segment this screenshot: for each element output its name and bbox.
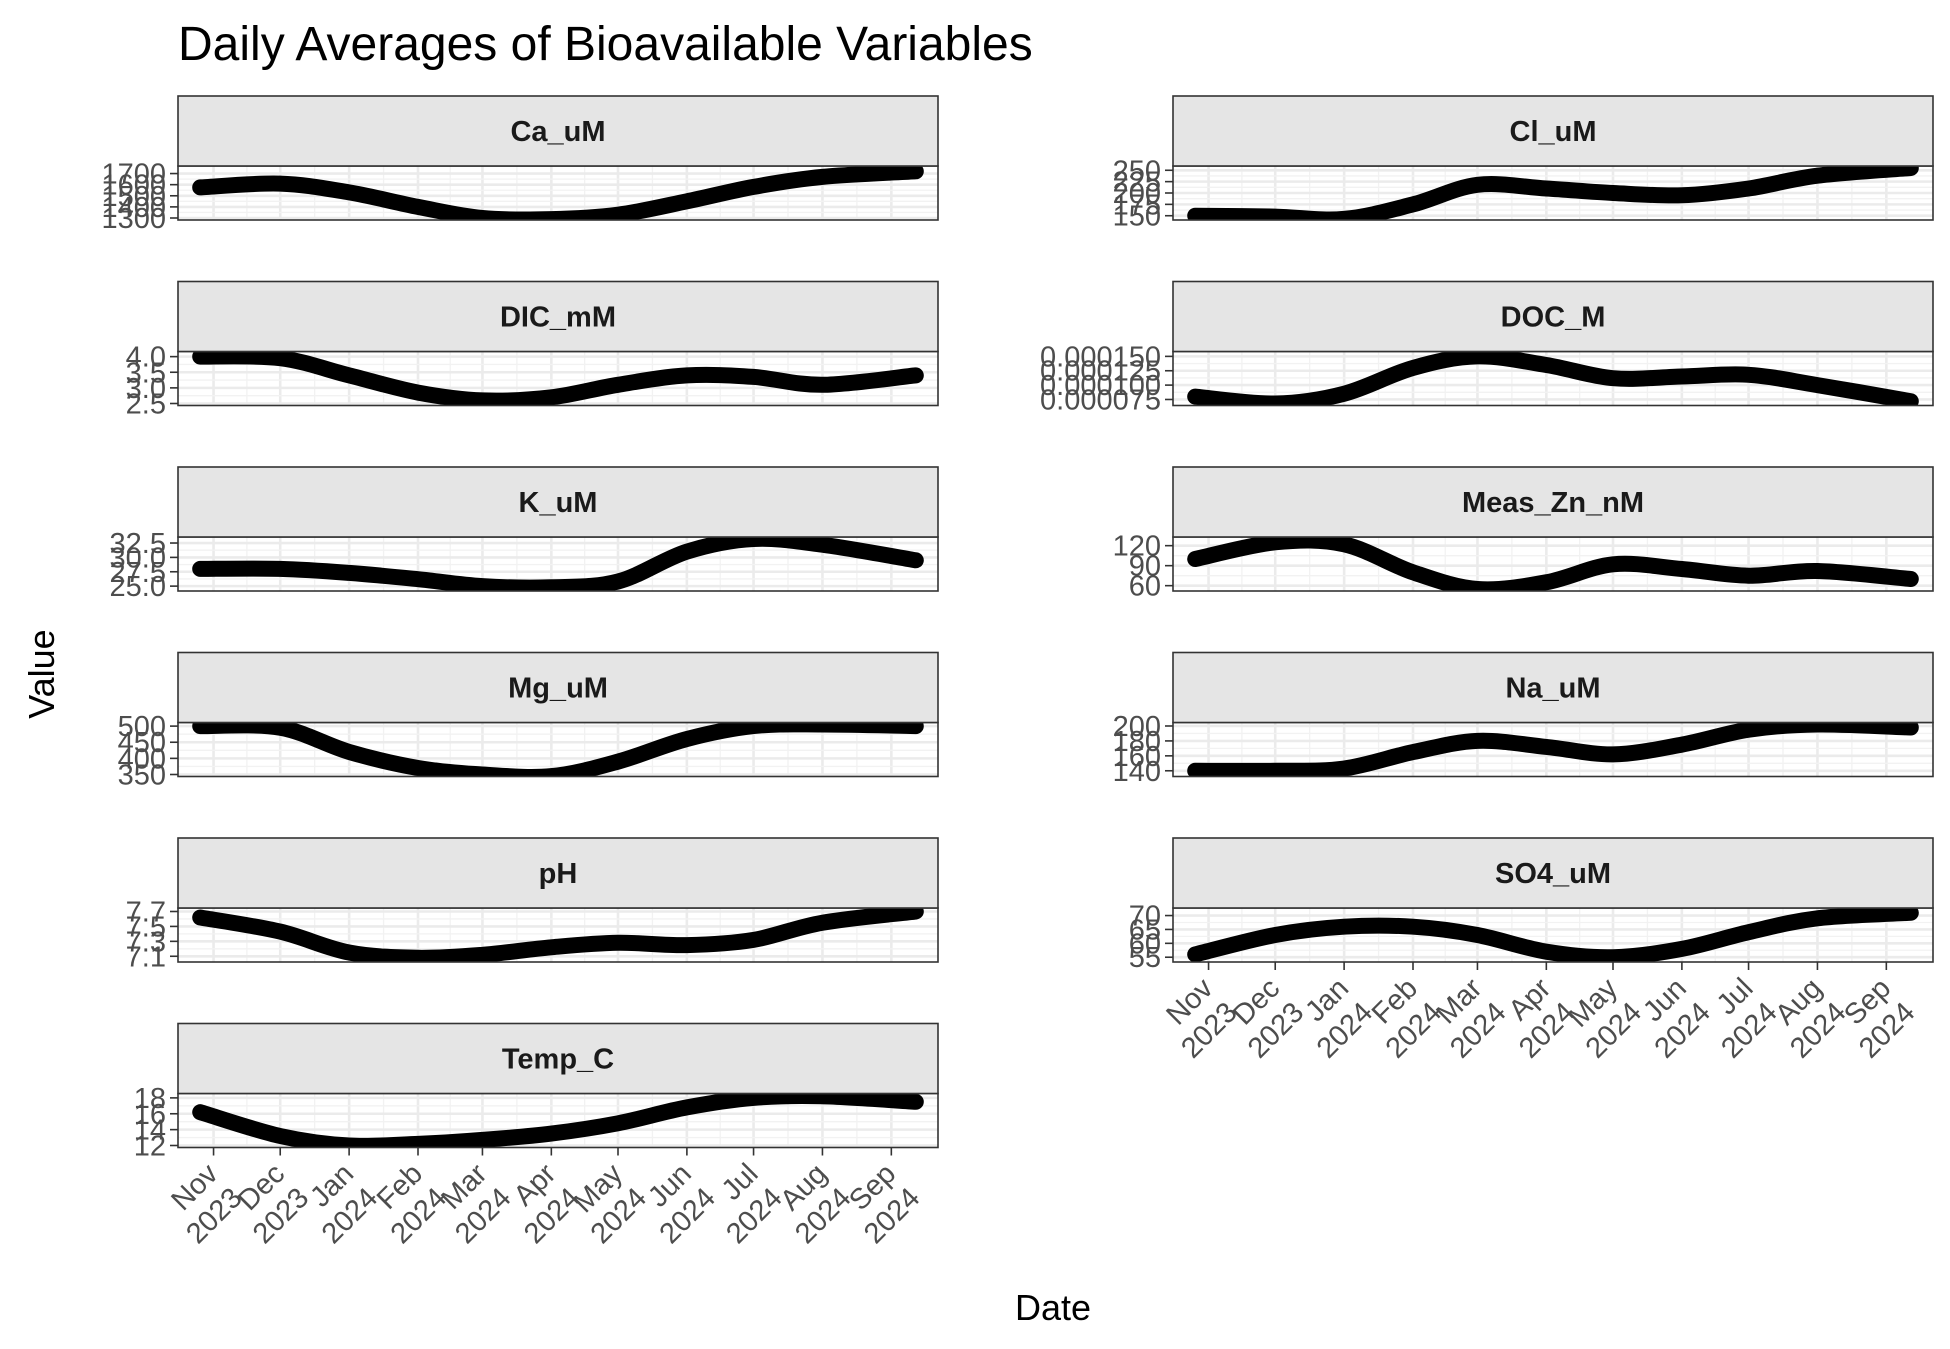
facet-strip-label: SO4_uM — [1495, 858, 1611, 890]
facet-strip-label: Na_uM — [1505, 673, 1600, 705]
y-tick-label: 160 — [1113, 741, 1161, 773]
y-tick-label: 7.3 — [126, 926, 166, 958]
x-axis-title: Date — [1015, 1287, 1091, 1328]
y-axis-title: Value — [21, 629, 62, 718]
x-axis-col-1: Nov2023Dec2023Jan2024Feb2024Mar2024Apr20… — [156, 1147, 926, 1250]
y-tick-label: 350 — [118, 760, 166, 792]
series-line-dic-mm — [192, 351, 924, 406]
facet-strip-label: DOC_M — [1501, 302, 1606, 334]
y-tick-label: 1600 — [101, 170, 166, 202]
y-tick-label: 32.5 — [110, 528, 166, 560]
y-tick-label: 450 — [118, 727, 166, 759]
y-tick-label: 70 — [1129, 901, 1161, 933]
y-tick-label: 3.0 — [126, 373, 166, 405]
y-tick-label: 175 — [1113, 189, 1161, 221]
facet-strip — [177, 466, 939, 538]
y-tick-label: 55 — [1129, 942, 1161, 974]
series-line-meas-zn-nm — [1187, 537, 1919, 591]
series-line-so4-um — [1187, 908, 1919, 962]
y-tick-label: 7.1 — [126, 941, 166, 973]
y-tick-label: 1700 — [101, 159, 166, 191]
y-tick-label: 180 — [1113, 726, 1161, 758]
y-tick-label: 2.5 — [126, 389, 166, 421]
y-tick-label: 12 — [134, 1131, 166, 1163]
y-tick-label: 150 — [1113, 201, 1161, 233]
y-tick-label: 30.0 — [110, 542, 166, 574]
facet-strip-label: K_uM — [519, 487, 598, 519]
y-tick-label: 0.000150 — [1040, 341, 1161, 373]
facet-strip — [177, 1022, 939, 1095]
x-tick-label: Nov2023 — [1151, 972, 1244, 1065]
y-tick-label: 140 — [1113, 756, 1161, 788]
y-tick-label: 7.5 — [126, 911, 166, 943]
facet-strip — [177, 95, 939, 167]
y-tick-label: 0.000125 — [1040, 356, 1161, 388]
y-tick-label: 1500 — [101, 181, 166, 213]
y-tick-label: 200 — [1113, 178, 1161, 210]
y-tick-label: 250 — [1113, 155, 1161, 187]
facet-dic-mm: DIC_mM 2.53.03.54.0 — [126, 280, 939, 421]
series-line-k-um — [192, 537, 924, 591]
facet-k-um: K_uM 25.027.530.032.5 — [110, 466, 939, 603]
y-tick-label: 200 — [1113, 711, 1161, 743]
facet-strip — [1172, 95, 1934, 167]
y-tick-label: 1400 — [101, 192, 166, 224]
y-tick-label: 0.000075 — [1040, 384, 1161, 416]
facet-strip-label: Ca_uM — [510, 116, 605, 148]
y-tick-label: 60 — [1129, 571, 1161, 603]
facet-strip — [1172, 837, 1934, 909]
facet-strip — [177, 280, 939, 353]
series-line-doc-m — [1187, 351, 1919, 406]
series-line-na-um — [1187, 722, 1919, 777]
x-tick-label: May2024 — [561, 1157, 654, 1250]
facet-panels: Ca_uM13001400150016001700Cl_uM1501752002… — [101, 95, 1934, 1163]
facet-strip — [1172, 280, 1934, 353]
facet-strip-label: pH — [539, 858, 578, 890]
y-tick-label: 16 — [134, 1099, 166, 1131]
y-tick-label: 7.7 — [126, 896, 166, 928]
series-line-ph — [192, 908, 924, 962]
facet-strip-label: Temp_C — [502, 1044, 614, 1076]
series-line-ca-um — [192, 166, 924, 220]
facet-strip-label: Meas_Zn_nM — [1462, 487, 1644, 519]
facet-strip — [1172, 651, 1934, 724]
y-tick-label: 60 — [1129, 928, 1161, 960]
facet-strip-label: DIC_mM — [500, 302, 616, 334]
y-tick-label: 120 — [1113, 531, 1161, 563]
y-tick-label: 18 — [134, 1083, 166, 1115]
y-tick-label: 65 — [1129, 914, 1161, 946]
facet-ph: pH 7.17.37.57.7 — [126, 837, 939, 973]
facet-strip-label: Cl_uM — [1510, 116, 1597, 148]
y-tick-label: 14 — [134, 1115, 166, 1147]
y-tick-label: 27.5 — [110, 557, 166, 589]
series-line-temp-c — [192, 1093, 924, 1148]
facet-strip — [177, 837, 939, 909]
y-tick-label: 400 — [118, 743, 166, 775]
x-tick-label: May2024 — [1556, 972, 1649, 1065]
y-tick-label: 1300 — [101, 203, 166, 235]
y-tick-label: 90 — [1129, 551, 1161, 583]
facet-strip — [177, 651, 939, 724]
y-tick-label: 0.000100 — [1040, 370, 1161, 402]
y-tick-label: 225 — [1113, 167, 1161, 199]
y-tick-label: 500 — [118, 711, 166, 743]
x-axis-col-2: Nov2023Dec2023Jan2024Feb2024Mar2024Apr20… — [1151, 962, 1921, 1065]
y-tick-label: 4.0 — [126, 342, 166, 374]
y-tick-label: 25.0 — [110, 571, 166, 603]
y-tick-label: 3.5 — [126, 357, 166, 389]
x-tick-label: Nov2023 — [156, 1157, 249, 1250]
facet-strip — [1172, 466, 1934, 538]
chart-title: Daily Averages of Bioavailable Variables — [178, 18, 1033, 71]
facet-strip-label: Mg_uM — [508, 673, 608, 705]
